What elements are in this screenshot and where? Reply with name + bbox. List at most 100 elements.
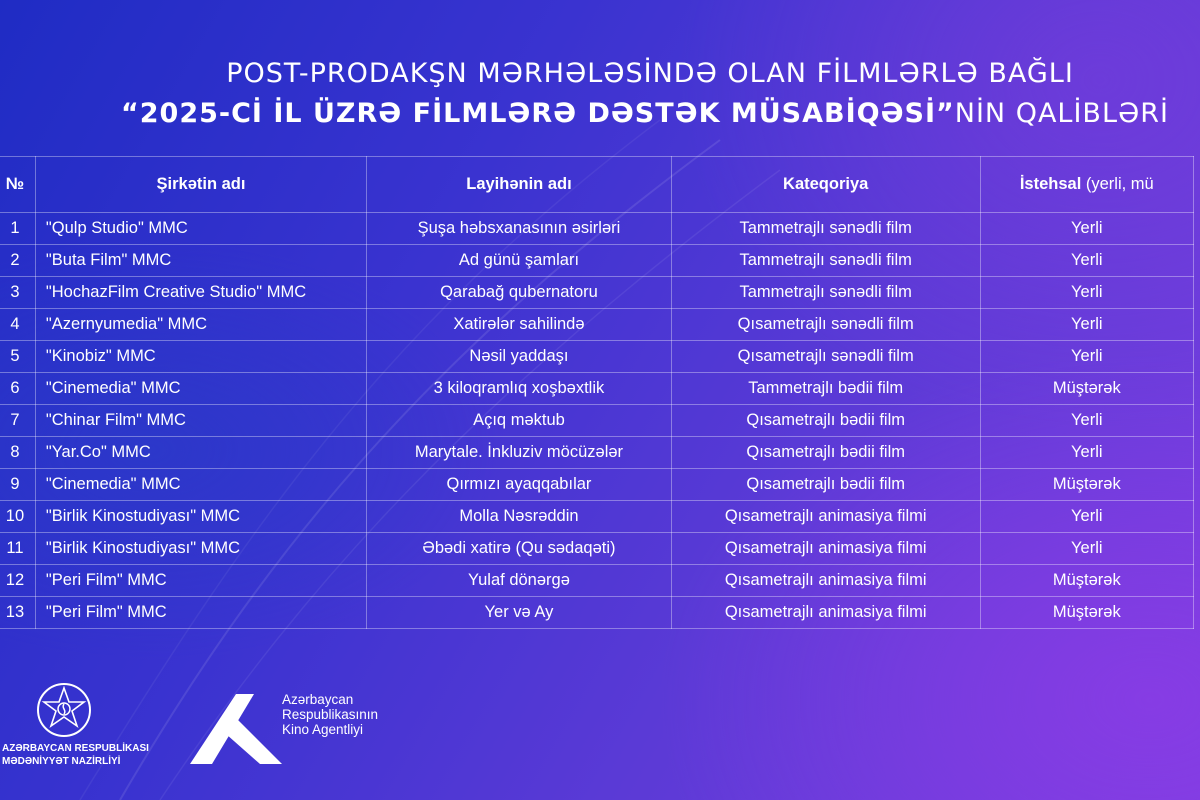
cell-production: Yerli [979, 404, 1195, 437]
cell-production: Müştərək [979, 372, 1195, 405]
cell-no: 9 [0, 468, 36, 501]
cell-category: Tammetrajlı sənədli film [670, 244, 981, 277]
table-row: 6 "Cinemedia" MMC 3 kiloqramlıq xoşbəxtlik… [0, 372, 1195, 405]
cell-category: Qısametrajlı bədii film [670, 468, 981, 501]
cell-company: "Buta Film" MMC [34, 244, 368, 277]
cell-production: Yerli [979, 436, 1195, 469]
table-row: 3 "HochazFilm Creative Studio" MMC Qarabağ… [0, 276, 1195, 309]
cell-company: "Chinar Film" MMC [34, 404, 368, 437]
header-production-sub: (yerli, mü [1081, 175, 1154, 193]
cell-company: "Birlik Kinostudiyası" MMC [34, 500, 368, 533]
cell-category: Tammetrajlı bədii film [670, 372, 981, 405]
table-header-row: № Şirkətin adı Layihənin adı Kateqoriya … [0, 156, 1195, 213]
table-row: 8 "Yar.Co" MMC Marytale. İnkluziv möcüzələ… [0, 436, 1195, 469]
cell-production: Yerli [979, 212, 1195, 245]
cell-project: Qarabağ qubernatoru [366, 276, 672, 309]
cell-no: 11 [0, 532, 36, 565]
title-suffix: NİN QALİBLƏRİ [954, 98, 1169, 129]
cell-company: "Peri Film" MMC [34, 564, 368, 597]
cell-company: "Azernyumedia" MMC [34, 308, 368, 341]
cell-project: Şuşa həbsxanasının əsirləri [366, 212, 672, 245]
cell-production: Yerli [979, 244, 1195, 277]
cell-no: 5 [0, 340, 36, 373]
agency-name-line2: Respublikasının [282, 707, 379, 722]
header-company: Şirkətin adı [34, 156, 368, 213]
header-project: Layihənin adı [366, 156, 672, 213]
cell-company: "Kinobiz" MMC [34, 340, 368, 373]
cell-company: "Cinemedia" MMC [34, 468, 368, 501]
cell-production: Müştərək [979, 596, 1195, 629]
table-row: 13 "Peri Film" MMC Yer və Ay Qısametrajlı a… [0, 596, 1195, 629]
cell-category: Qısametrajlı animasiya filmi [670, 532, 981, 565]
cell-project: Əbədi xatirə (Qu sədaqəti) [366, 532, 672, 565]
cell-category: Qısametrajlı bədii film [670, 436, 981, 469]
table-row: 2 "Buta Film" MMC Ad günü şamları Tammetraj… [0, 244, 1195, 277]
cell-company: "Birlik Kinostudiyası" MMC [34, 532, 368, 565]
cell-production: Müştərək [979, 468, 1195, 501]
ministry-name-line1: AZƏRBAYCAN RESPUBLİKASI [2, 743, 149, 754]
header-production-label: İstehsal [1019, 175, 1082, 193]
cell-production: Yerli [979, 308, 1195, 341]
cell-category: Qısametrajlı sənədli film [670, 308, 981, 341]
cell-no: 12 [0, 564, 36, 597]
cell-category: Qısametrajlı animasiya filmi [670, 564, 981, 597]
cell-category: Tammetrajlı sənədli film [670, 212, 981, 245]
cell-no: 13 [0, 596, 36, 629]
agency-name-line1: Azərbaycan [282, 692, 354, 707]
page-title-line1: POST-PRODAKŞN MƏRHƏLƏSİNDƏ OLAN FİLMLƏRL… [226, 58, 1074, 89]
agency-name-line3: Kino Agentliyi [282, 722, 364, 737]
kino-agency-k-logo [190, 694, 282, 764]
cell-company: "Qulp Studio" MMC [34, 212, 368, 245]
cell-category: Qısametrajlı animasiya filmi [670, 500, 981, 533]
cell-no: 4 [0, 308, 36, 341]
cell-category: Qısametrajlı animasiya filmi [670, 596, 981, 629]
cell-project: Marytale. İnkluziv möcüzələr [366, 436, 672, 469]
ministry-logo: AZƏRBAYCAN RESPUBLİKASI MƏDƏNİYYƏT NAZİR… [2, 682, 149, 768]
header-category: Kateqoriya [670, 156, 981, 213]
cell-production: Müştərək [979, 564, 1195, 597]
cell-project: Yulaf dönərgə [366, 564, 672, 597]
cell-production: Yerli [979, 532, 1195, 565]
cell-project: Qırmızı ayaqqabılar [366, 468, 672, 501]
table-row: 12 "Peri Film" MMC Yulaf dönərgə Qısametraj… [0, 564, 1195, 597]
table-row: 1 "Qulp Studio" MMC Şuşa həbsxanasının əsi… [0, 212, 1195, 245]
cell-production: Yerli [979, 276, 1195, 309]
cell-no: 7 [0, 404, 36, 437]
state-emblem-icon [37, 683, 91, 737]
cell-production: Yerli [979, 500, 1195, 533]
cell-no: 10 [0, 500, 36, 533]
header-no: № [0, 156, 36, 213]
table-row: 11 "Birlik Kinostudiyası" MMC Əbədi xatirə… [0, 532, 1195, 565]
cell-no: 2 [0, 244, 36, 277]
cell-no: 3 [0, 276, 36, 309]
table-row: 10 "Birlik Kinostudiyası" MMC Molla Nəsrəd… [0, 500, 1195, 533]
cell-project: Nəsil yaddaşı [366, 340, 672, 373]
cell-project: Molla Nəsrəddin [366, 500, 672, 533]
cell-project: 3 kiloqramlıq xoşbəxtlik [366, 372, 672, 405]
cell-project: Ad günü şamları [366, 244, 672, 277]
cell-company: "Cinemedia" MMC [34, 372, 368, 405]
cell-project: Açıq məktub [366, 404, 672, 437]
cell-category: Qısametrajlı sənədli film [670, 340, 981, 373]
cell-no: 6 [0, 372, 36, 405]
cell-project: Yer və Ay [366, 596, 672, 629]
table-row: 4 "Azernyumedia" MMC Xatirələr sahilində Qı… [0, 308, 1195, 341]
header-production: İstehsal (yerli, mü [979, 156, 1195, 213]
cell-project: Xatirələr sahilində [366, 308, 672, 341]
page-title-line2: “2025-Cİ İL ÜZRƏ FİLMLƏRƏ DƏSTƏK MÜSABİQ… [45, 98, 1200, 129]
cell-company: "HochazFilm Creative Studio" MMC [34, 276, 368, 309]
cell-no: 8 [0, 436, 36, 469]
table-row: 7 "Chinar Film" MMC Açıq məktub Qısametrajl… [0, 404, 1195, 437]
cell-no: 1 [0, 212, 36, 245]
table-row: 5 "Kinobiz" MMC Nəsil yaddaşı Qısametrajlı … [0, 340, 1195, 373]
winners-table: № Şirkətin adı Layihənin adı Kateqoriya … [0, 156, 1195, 629]
ministry-name-line2: MƏDƏNİYYƏT NAZİRLİYİ [2, 756, 121, 767]
cell-production: Yerli [979, 340, 1195, 373]
cell-category: Qısametrajlı bədii film [670, 404, 981, 437]
cell-company: "Peri Film" MMC [34, 596, 368, 629]
table-row: 9 "Cinemedia" MMC Qırmızı ayaqqabılar Qısam… [0, 468, 1195, 501]
kino-agency-logo: Azərbaycan Respublikasının Kino Agentliy… [190, 690, 378, 774]
contest-name: “2025-Cİ İL ÜZRƏ FİLMLƏRƏ DƏSTƏK MÜSABİQ… [121, 98, 955, 129]
cell-category: Tammetrajlı sənədli film [670, 276, 981, 309]
cell-company: "Yar.Co" MMC [34, 436, 368, 469]
